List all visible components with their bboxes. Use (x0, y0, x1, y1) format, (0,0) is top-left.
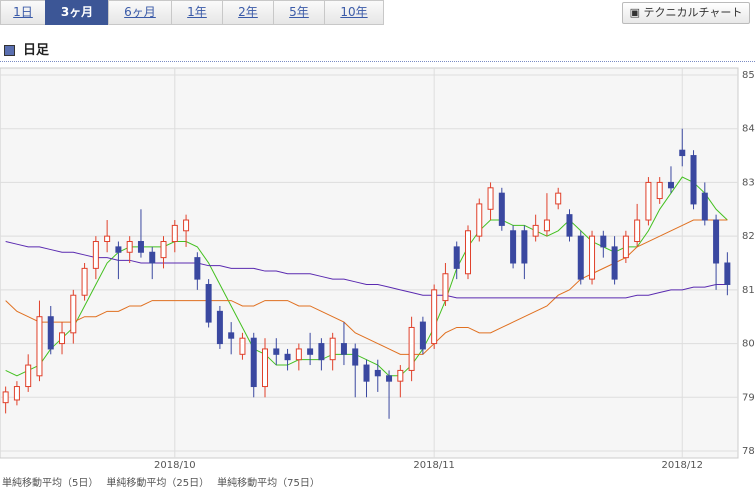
y-tick-label: 83 (742, 177, 755, 188)
candle-body (59, 332, 66, 345)
y-tick-label: 79 (742, 392, 755, 403)
y-tick-label: 84 (742, 124, 755, 135)
candle-body (205, 283, 212, 323)
candle-body (47, 316, 54, 350)
candle-body (611, 246, 618, 280)
candle-body (498, 192, 505, 226)
candle-body (374, 369, 381, 377)
candle-body (149, 251, 156, 264)
candle-body (2, 391, 9, 404)
candle-body (690, 155, 697, 205)
moving-average-line (5, 219, 728, 355)
candle-body (307, 348, 314, 355)
candle-body (453, 246, 460, 269)
period-tabs: 1日 3ヶ月 6ヶ月 1年 2年 5年 10年 (0, 0, 384, 25)
candle-body (70, 294, 77, 334)
candle-body (589, 235, 596, 280)
candle-body (622, 235, 629, 259)
candle-body (566, 214, 573, 237)
y-tick-label: 81 (742, 285, 755, 296)
candle-body (228, 332, 235, 339)
candle-body (634, 219, 641, 243)
y-tick-label: 85 (742, 70, 755, 81)
candle-body (724, 262, 731, 285)
candle-body (645, 181, 652, 221)
period-tab[interactable]: 2年 (222, 0, 274, 25)
candle-body (521, 230, 528, 264)
candle-body (126, 241, 133, 253)
candle-body (555, 192, 562, 205)
candle-body (81, 267, 88, 296)
candle-body (329, 337, 336, 361)
candle-body (701, 192, 708, 221)
button-label[interactable]: テクニカルチャート (643, 6, 743, 19)
candle-body (318, 343, 325, 361)
candle-body (442, 273, 449, 302)
candle-body (397, 369, 404, 382)
candle-body (216, 310, 223, 345)
candle-body (104, 235, 111, 243)
candle-body (36, 316, 43, 377)
period-tab[interactable]: 1日 (0, 0, 46, 25)
x-tick-label: 2018/10 (154, 460, 196, 471)
y-tick-label: 78 (742, 446, 755, 457)
period-tab[interactable]: 3ヶ月 (45, 0, 109, 25)
candle-body (656, 181, 663, 200)
legend-entry: 単純移動平均（25日） (106, 476, 209, 489)
x-tick-label: 2018/11 (413, 460, 455, 471)
candle-body (352, 348, 359, 366)
period-tab[interactable]: 10年 (324, 0, 384, 25)
legend-entry: 単純移動平均（75日） (217, 476, 320, 489)
candle-body (363, 364, 370, 382)
candle-body (476, 203, 483, 237)
candle-body (667, 181, 674, 189)
technical-chart-button[interactable]: ▣ テクニカルチャート (622, 2, 750, 24)
candle-body (600, 235, 607, 248)
candle-body (340, 343, 347, 355)
candle-body (577, 235, 584, 280)
candle-body (487, 187, 494, 210)
candle-body (160, 241, 167, 259)
candle-body (250, 337, 257, 388)
y-tick-label: 80 (742, 339, 755, 350)
candle-body (295, 348, 302, 361)
candle-body (13, 386, 20, 401)
section-title: 日足 (4, 39, 49, 58)
y-tick-label: 82 (742, 231, 755, 242)
candle-body (713, 219, 720, 264)
candle-body (25, 364, 32, 388)
candle-body (273, 348, 280, 355)
candle-body (183, 219, 190, 232)
x-tick-label: 2018/12 (661, 460, 703, 471)
candle-body (431, 289, 438, 345)
candle-body (239, 337, 246, 355)
candle-body (543, 219, 550, 232)
candle-body (115, 246, 122, 253)
candle-body (386, 375, 393, 382)
candle-body (92, 241, 99, 269)
legend-entry: 単純移動平均（5日） (2, 476, 98, 489)
candle-body (510, 230, 517, 264)
candle-body (464, 230, 471, 275)
candle-body (679, 149, 686, 157)
candle-body (171, 224, 178, 243)
divider (0, 61, 755, 62)
candle-body (284, 353, 291, 361)
moving-average-line (5, 241, 728, 299)
section-label: 日足 (23, 43, 50, 58)
candle-body (408, 326, 415, 371)
candle-body (419, 321, 426, 350)
candle-body (194, 257, 201, 280)
plot-area (0, 67, 739, 459)
candle-body (262, 348, 269, 388)
candle-body (137, 241, 144, 253)
period-tab[interactable]: 6ヶ月 (108, 0, 172, 25)
candle-body (532, 224, 539, 237)
